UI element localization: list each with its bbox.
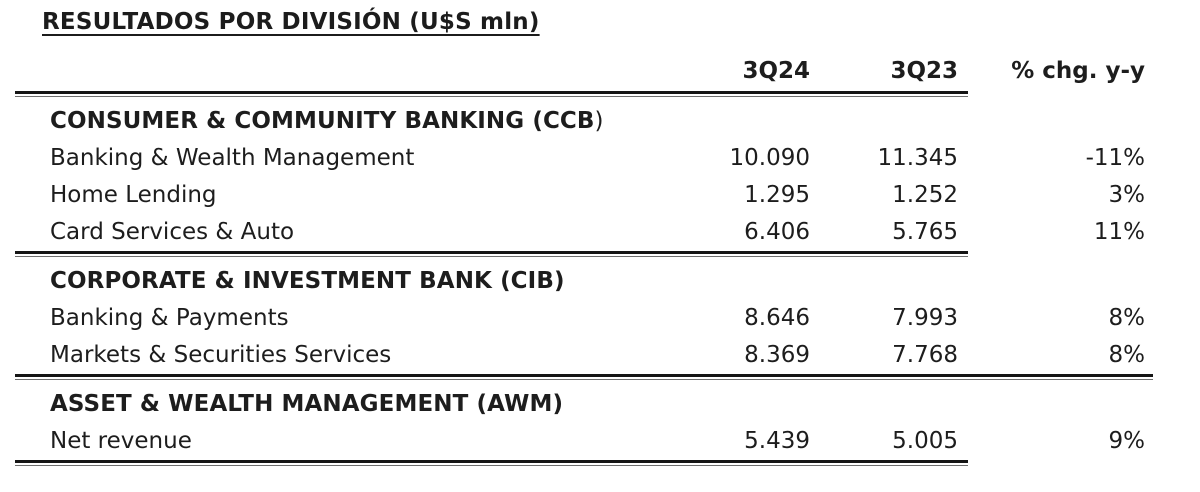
page-title: RESULTADOS POR DIVISIÓN (U$S mln): [42, 9, 540, 35]
column-header-3q24: 3Q24: [742, 58, 810, 84]
value-3q24: 1.295: [744, 181, 810, 208]
results-table: 3Q24 3Q23 % chg. y-y CONSUMER & COMMUNIT…: [15, 46, 1153, 466]
divider-thin-line: [15, 465, 968, 466]
table-bottom-divider: [15, 460, 968, 466]
value-3q24: 5.439: [744, 427, 810, 454]
value-pct-chg: 11%: [1093, 218, 1145, 245]
divider-thick-line: [15, 460, 968, 463]
row-label: Card Services & Auto: [50, 218, 295, 245]
value-3q24: 8.369: [744, 341, 810, 368]
section-title-text: CORPORATE & INVESTMENT BANK (CIB): [50, 267, 565, 294]
row-label: Banking & Payments: [50, 304, 289, 331]
value-3q23: 5.005: [892, 427, 958, 454]
value-pct-chg: 9%: [1108, 427, 1146, 454]
value-pct-chg: 3%: [1108, 181, 1146, 208]
value-pct-chg: -11%: [1085, 144, 1145, 171]
value-3q23: 11.345: [877, 144, 958, 171]
divider-thick-line: [15, 374, 1153, 377]
table-row: Home Lending 1.295 1.252 3%: [15, 176, 1153, 213]
column-header-3q23: 3Q23: [890, 58, 958, 84]
divider-thin-line: [15, 96, 968, 97]
value-3q23: 7.768: [892, 341, 958, 368]
section-header-ccb: CONSUMER & COMMUNITY BANKING (CCB): [15, 102, 1153, 139]
section-title-text: ASSET & WEALTH MANAGEMENT (AWM): [50, 390, 564, 417]
row-label: Home Lending: [50, 181, 217, 208]
section-header-cib: CORPORATE & INVESTMENT BANK (CIB): [15, 262, 1153, 299]
value-3q24: 10.090: [729, 144, 810, 171]
table-row: Net revenue 5.439 5.005 9%: [15, 422, 1153, 459]
header-divider: [15, 91, 968, 97]
value-3q23: 5.765: [892, 218, 958, 245]
row-label: Banking & Wealth Management: [50, 144, 415, 171]
value-3q23: 1.252: [892, 181, 958, 208]
divider-thin-line: [15, 379, 1153, 380]
divider-thin-line: [15, 256, 968, 257]
value-3q24: 6.406: [744, 218, 810, 245]
section-title-text: CONSUMER & COMMUNITY BANKING (CCB: [50, 107, 595, 134]
value-pct-chg: 8%: [1108, 304, 1146, 331]
column-header-pct-chg: % chg. y-y: [1011, 58, 1145, 84]
value-3q24: 8.646: [744, 304, 810, 331]
section-header-awm: ASSET & WEALTH MANAGEMENT (AWM): [15, 385, 1153, 422]
section-title: CORPORATE & INVESTMENT BANK (CIB): [15, 268, 1153, 294]
section-title-suffix: ): [594, 107, 604, 134]
divider-thick-line: [15, 251, 968, 254]
value-3q23: 7.993: [892, 304, 958, 331]
section-divider-cib: [15, 374, 1153, 380]
value-pct-chg: 8%: [1108, 341, 1146, 368]
section-title: ASSET & WEALTH MANAGEMENT (AWM): [15, 391, 1153, 417]
table-row: Banking & Wealth Management 10.090 11.34…: [15, 139, 1153, 176]
table-row: Card Services & Auto 6.406 5.765 11%: [15, 213, 1153, 250]
row-label: Net revenue: [50, 427, 192, 454]
table-header-row: 3Q24 3Q23 % chg. y-y: [15, 46, 1153, 90]
table-row: Markets & Securities Services 8.369 7.76…: [15, 336, 1153, 373]
divider-thick-line: [15, 91, 968, 94]
section-divider-ccb: [15, 251, 968, 257]
row-label: Markets & Securities Services: [50, 341, 392, 368]
table-row: Banking & Payments 8.646 7.993 8%: [15, 299, 1153, 336]
section-title: CONSUMER & COMMUNITY BANKING (CCB): [15, 108, 1153, 134]
